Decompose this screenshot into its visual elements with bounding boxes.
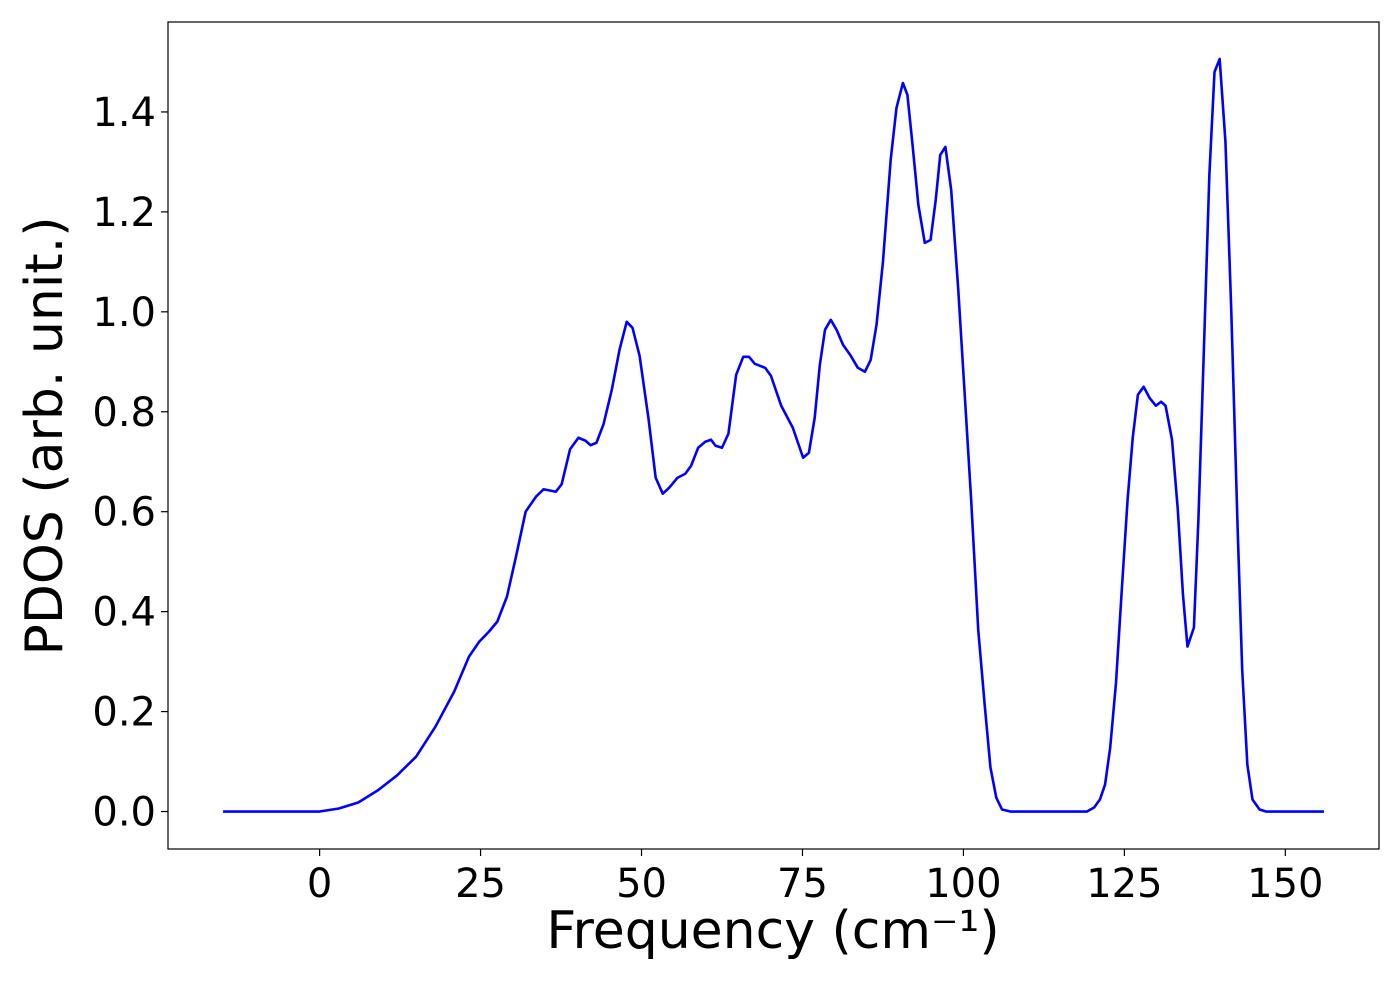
data-line — [223, 57, 1324, 813]
x-tick-label: 150 — [1247, 861, 1323, 907]
x-tick-label: 125 — [1086, 861, 1162, 907]
x-axis-label: Frequency (cm⁻¹) — [546, 901, 999, 961]
y-tick-label: 0.0 — [92, 790, 156, 836]
y-axis-label: PDOS (arb. unit.) — [15, 216, 75, 655]
x-tick-label: 75 — [777, 861, 828, 907]
plot-frame — [167, 21, 1380, 850]
x-tick-label: 25 — [455, 861, 506, 907]
x-tick-label: 0 — [307, 861, 332, 907]
y-tick-label: 0.6 — [92, 490, 156, 536]
y-tick-label: 1.0 — [92, 290, 156, 336]
y-tick-label: 0.8 — [92, 390, 156, 436]
x-tick-label: 50 — [616, 861, 667, 907]
y-tick-label: 1.4 — [92, 90, 156, 136]
x-tick-label: 100 — [925, 861, 1001, 907]
y-tick-label: 0.4 — [92, 590, 156, 636]
y-tick-label: 0.2 — [92, 690, 156, 736]
y-tick-label: 1.2 — [92, 190, 156, 236]
